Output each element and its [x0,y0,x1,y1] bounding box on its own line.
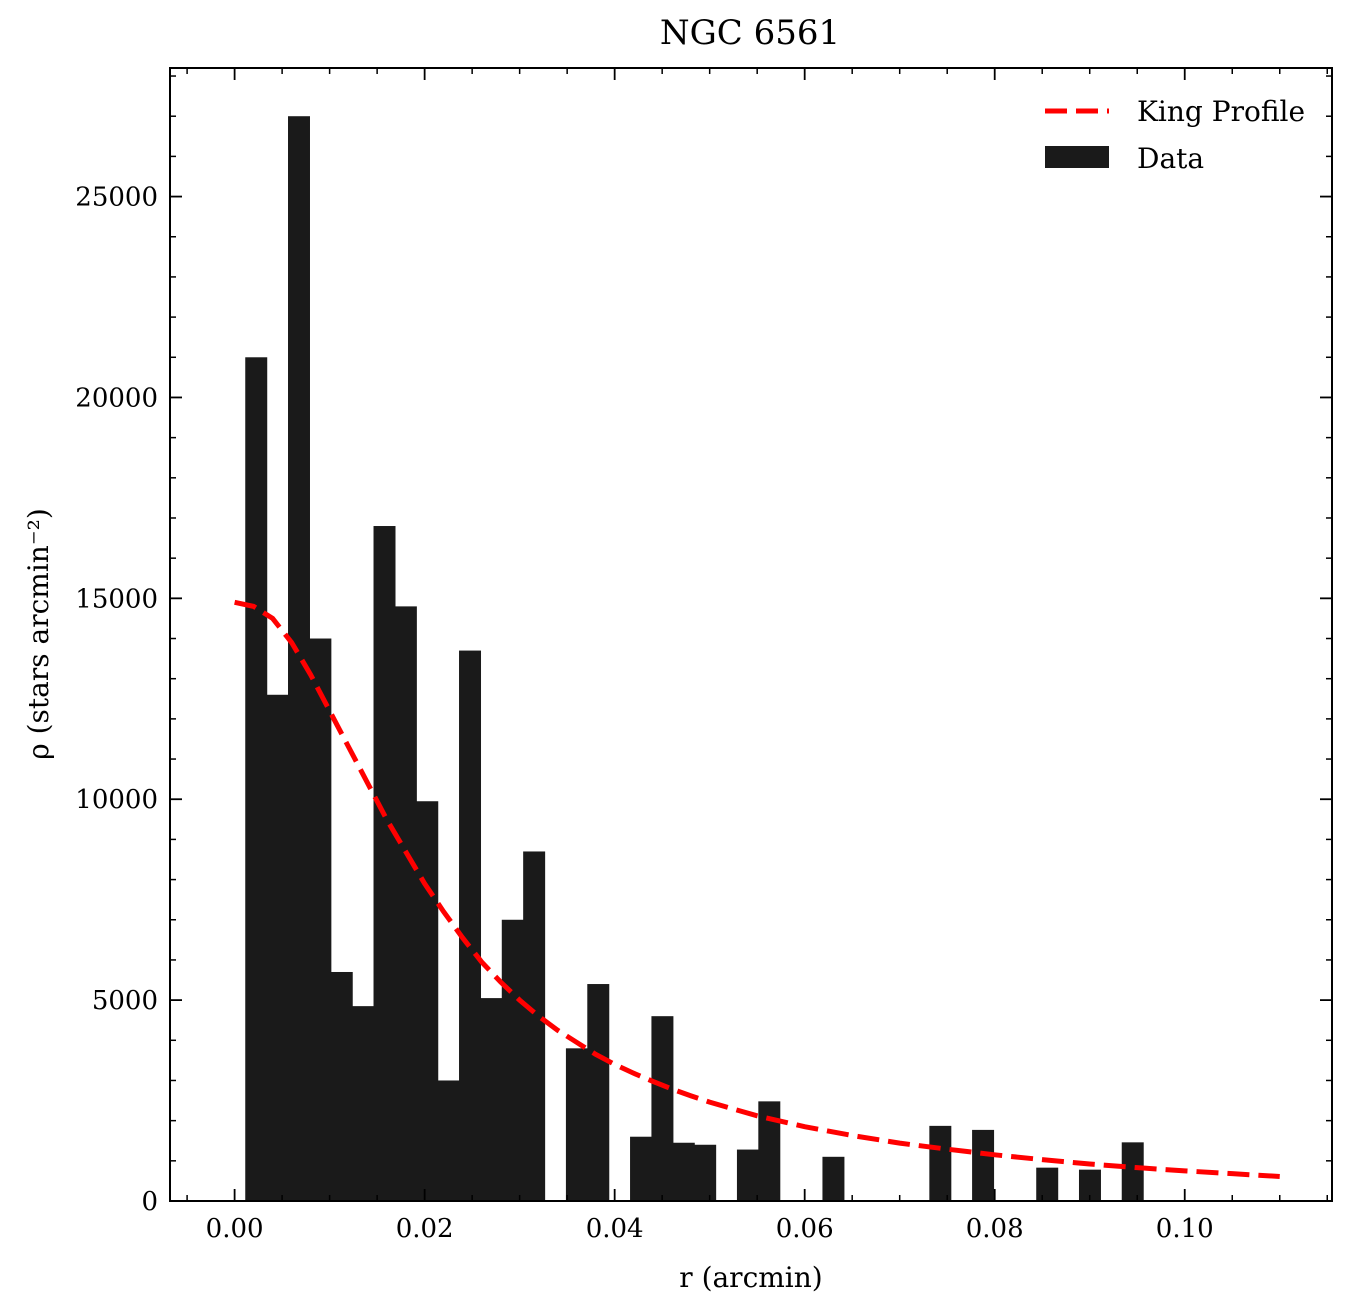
histogram-bar-27 [1121,1142,1144,1201]
plot-frame [169,67,1333,1202]
histogram-bar-22 [822,1156,845,1201]
histogram-bar-5 [352,1006,375,1201]
legend: King Profile Data [1045,95,1305,175]
bars-layer [245,116,1144,1202]
x-tick-label: 0.04 [586,1214,644,1244]
line-layer [234,599,1280,1179]
histogram-bar-18 [672,1142,695,1201]
histogram-bar-13 [523,851,546,1201]
histogram-bar-7 [394,606,417,1201]
histogram-bar-10 [459,650,482,1201]
y-tick-label: 10000 [75,785,158,815]
histogram-bar-6 [373,526,396,1201]
histogram-bar-1 [266,694,289,1201]
y-tick-label: 20000 [75,383,158,413]
x-tick-label: 0.06 [776,1214,834,1244]
histogram-bar-4 [330,971,353,1201]
histogram-bar-8 [416,801,439,1201]
y-tick-label: 15000 [75,584,158,614]
legend-king-profile-label: King Profile [1137,95,1305,128]
y-tick-label: 0 [141,1187,158,1217]
king-profile-line [234,599,1280,1179]
histogram-bar-3 [309,638,332,1201]
x-axis-label: r (arcmin) [679,1261,822,1294]
legend-data-label: Data [1137,142,1204,175]
ticks-layer: 0.00 0.02 0.04 0.06 0.08 0.10 0 5000 10000 15000 2… [75,68,1332,1244]
histogram-bar-21 [758,1101,781,1201]
histogram-bar-2 [288,116,310,1202]
y-tick-label: 5000 [92,986,158,1016]
histogram-bar-24 [972,1129,995,1201]
x-tick-label: 0.10 [1156,1214,1214,1244]
histogram-bar-14 [565,1048,588,1201]
histogram-bar-17 [651,1016,674,1201]
histogram-bar-20 [736,1149,759,1201]
histogram-bar-12 [501,919,524,1201]
chart-title: NGC 6561 [660,13,840,53]
legend-data-swatch [1045,146,1109,168]
x-tick-label: 0.00 [206,1214,264,1244]
histogram-bar-15 [587,984,610,1201]
histogram-bar-25 [1036,1167,1059,1201]
histogram-bar-11 [480,998,503,1201]
histogram-bar-23 [929,1125,952,1201]
y-axis-label: ρ (stars arcmin⁻²) [22,508,55,759]
x-tick-label: 0.08 [966,1214,1024,1244]
x-tick-label: 0.02 [396,1214,454,1244]
histogram-bar-0 [245,357,268,1201]
histogram-bar-26 [1078,1169,1101,1201]
histogram-bar-16 [630,1136,653,1201]
y-tick-label: 25000 [75,183,158,213]
histogram-bar-9 [437,1080,460,1201]
histogram-bar-19 [694,1144,717,1201]
